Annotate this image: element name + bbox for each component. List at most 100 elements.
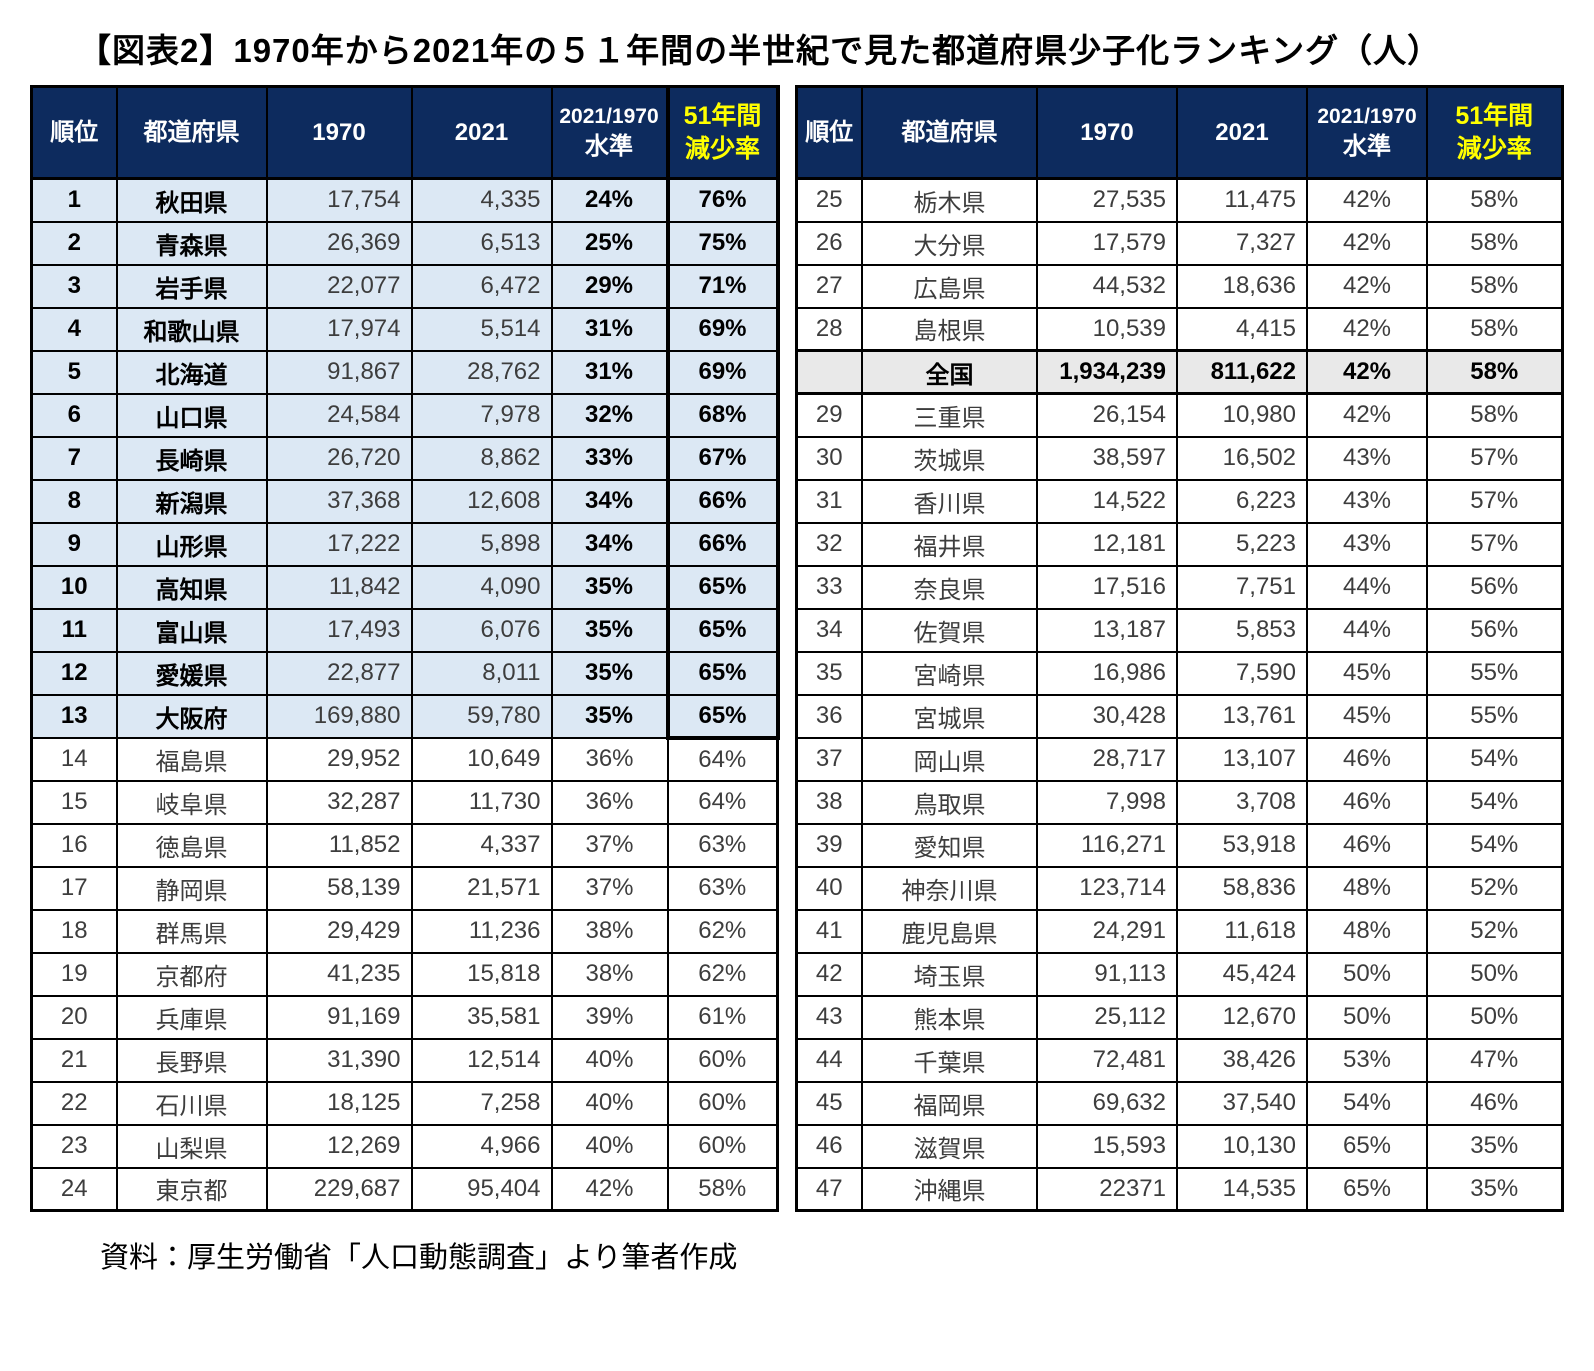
decline-cell: 46%	[1426, 1080, 1563, 1126]
level-cell: 43%	[1306, 521, 1428, 567]
value-2021-cell: 6,472	[410, 263, 553, 309]
prefecture-cell: 岩手県	[115, 263, 268, 309]
value-1970-cell: 17,974	[265, 306, 413, 352]
value-2021-cell: 4,415	[1176, 306, 1308, 352]
rank-cell: 24	[30, 1166, 118, 1212]
value-1970-cell: 22,077	[265, 263, 413, 309]
prefecture-cell: 島根県	[861, 306, 1038, 352]
prefecture-cell: 石川県	[115, 1080, 268, 1126]
rank-cell: 9	[30, 521, 118, 567]
value-2021-cell: 8,862	[410, 435, 553, 481]
rank-cell: 47	[795, 1166, 863, 1212]
decline-cell: 64%	[666, 736, 779, 782]
prefecture-cell: 佐賀県	[861, 607, 1038, 653]
header-decline-line2: 減少率	[1456, 134, 1532, 163]
rank-cell: 27	[795, 263, 863, 309]
value-2021-cell: 7,978	[410, 392, 553, 438]
prefecture-cell: 広島県	[861, 263, 1038, 309]
value-1970-cell: 58,139	[265, 865, 413, 911]
value-1970-cell: 22,877	[265, 650, 413, 696]
prefecture-cell: 岐阜県	[115, 779, 268, 825]
level-cell: 43%	[1306, 435, 1428, 481]
value-2021-cell: 10,649	[410, 736, 553, 782]
value-1970-cell: 116,271	[1036, 822, 1178, 868]
value-1970-cell: 38,597	[1036, 435, 1178, 481]
rank-cell: 31	[795, 478, 863, 524]
level-cell: 35%	[550, 564, 669, 610]
table-row: 13 大阪府 169,880 59,780 35% 65%	[30, 693, 780, 740]
prefecture-cell: 奈良県	[861, 564, 1038, 610]
rank-cell: 43	[795, 994, 863, 1040]
table-row: 46 滋賀県 15,593 10,130 65% 35%	[795, 1123, 1563, 1169]
decline-cell: 76%	[665, 177, 780, 223]
value-1970-cell: 12,181	[1036, 521, 1178, 567]
value-2021-cell: 6,223	[1176, 478, 1308, 524]
value-1970-cell: 26,154	[1036, 392, 1178, 438]
level-cell: 38%	[550, 908, 669, 954]
value-1970-cell: 17,579	[1036, 220, 1178, 266]
prefecture-cell: 山形県	[115, 521, 268, 567]
table-row: 22 石川県 18,125 7,258 40% 60%	[30, 1080, 779, 1126]
decline-cell: 61%	[666, 994, 779, 1040]
rank-cell	[795, 349, 863, 395]
prefecture-cell: 静岡県	[115, 865, 268, 911]
rank-cell: 39	[795, 822, 863, 868]
rank-cell: 4	[30, 306, 118, 352]
value-1970-cell: 91,867	[265, 349, 413, 395]
header-decline: 51年間 減少率	[1426, 85, 1563, 180]
table-row: 18 群馬県 29,429 11,236 38% 62%	[30, 908, 779, 954]
value-2021-cell: 35,581	[410, 994, 553, 1040]
decline-cell: 55%	[1426, 693, 1563, 739]
table-row: 24 東京都 229,687 95,404 42% 58%	[30, 1166, 779, 1212]
rank-cell: 28	[795, 306, 863, 352]
table-row: 10 高知県 11,842 4,090 35% 65%	[30, 564, 780, 610]
level-cell: 48%	[1306, 865, 1428, 911]
value-1970-cell: 16,986	[1036, 650, 1178, 696]
decline-cell: 69%	[665, 306, 780, 352]
table-row: 7 長崎県 26,720 8,862 33% 67%	[30, 435, 780, 481]
rank-cell: 11	[30, 607, 118, 653]
level-cell: 53%	[1306, 1037, 1428, 1083]
level-cell: 37%	[550, 822, 669, 868]
decline-cell: 60%	[666, 1037, 779, 1083]
value-2021-cell: 12,608	[410, 478, 553, 524]
table-row: 45 福岡県 69,632 37,540 54% 46%	[795, 1080, 1563, 1126]
value-2021-cell: 6,513	[410, 220, 553, 266]
rank-cell: 41	[795, 908, 863, 954]
header-prefecture: 都道府県	[861, 85, 1038, 180]
header-decline-line1: 51年間	[683, 102, 762, 130]
level-cell: 32%	[550, 392, 669, 438]
prefecture-cell: 群馬県	[115, 908, 268, 954]
ranking-table-left: 順位 都道府県 1970 2021 2021/1970 水準 51年間 減少率 …	[30, 85, 780, 1212]
value-2021-cell: 4,090	[410, 564, 553, 610]
prefecture-cell: 東京都	[115, 1166, 268, 1212]
decline-cell: 52%	[1426, 908, 1563, 954]
table-row: 38 鳥取県 7,998 3,708 46% 54%	[795, 779, 1563, 825]
value-2021-cell: 6,076	[410, 607, 553, 653]
value-2021-cell: 11,236	[410, 908, 553, 954]
prefecture-cell: 山梨県	[115, 1123, 268, 1169]
table-row: 16 徳島県 11,852 4,337 37% 63%	[30, 822, 779, 868]
level-cell: 42%	[1306, 220, 1428, 266]
decline-cell: 65%	[665, 607, 780, 653]
table-row: 42 埼玉県 91,113 45,424 50% 50%	[795, 951, 1563, 997]
rank-cell: 12	[30, 650, 118, 696]
rank-cell: 5	[30, 349, 118, 395]
level-cell: 46%	[1306, 779, 1428, 825]
value-2021-cell: 811,622	[1176, 349, 1308, 395]
header-decline-line2: 減少率	[684, 134, 760, 163]
level-cell: 31%	[550, 349, 669, 395]
table-row: 44 千葉県 72,481 38,426 53% 47%	[795, 1037, 1563, 1083]
rank-cell: 20	[30, 994, 118, 1040]
value-1970-cell: 30,428	[1036, 693, 1178, 739]
value-1970-cell: 17,222	[265, 521, 413, 567]
table-row: 34 佐賀県 13,187 5,853 44% 56%	[795, 607, 1563, 653]
decline-cell: 58%	[666, 1166, 779, 1212]
value-1970-cell: 69,632	[1036, 1080, 1178, 1126]
value-2021-cell: 10,130	[1176, 1123, 1308, 1169]
value-2021-cell: 10,980	[1176, 392, 1308, 438]
table-row: 26 大分県 17,579 7,327 42% 58%	[795, 220, 1563, 266]
rank-cell: 18	[30, 908, 118, 954]
level-cell: 45%	[1306, 693, 1428, 739]
prefecture-cell: 熊本県	[861, 994, 1038, 1040]
